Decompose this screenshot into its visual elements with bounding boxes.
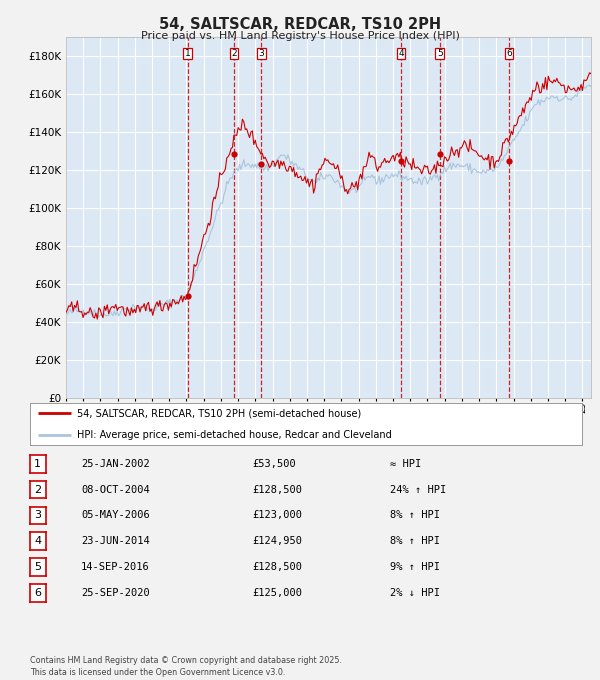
Text: Contains HM Land Registry data © Crown copyright and database right 2025.
This d: Contains HM Land Registry data © Crown c… (30, 656, 342, 677)
Text: 8% ↑ HPI: 8% ↑ HPI (390, 511, 440, 520)
Text: 2: 2 (34, 485, 41, 494)
Text: 25-JAN-2002: 25-JAN-2002 (81, 459, 150, 469)
Text: £123,000: £123,000 (252, 511, 302, 520)
Text: 2: 2 (232, 49, 237, 58)
Text: 1: 1 (34, 459, 41, 469)
Text: 6: 6 (34, 588, 41, 598)
Text: HPI: Average price, semi-detached house, Redcar and Cleveland: HPI: Average price, semi-detached house,… (77, 430, 392, 440)
Text: 4: 4 (398, 49, 404, 58)
Text: 54, SALTSCAR, REDCAR, TS10 2PH: 54, SALTSCAR, REDCAR, TS10 2PH (159, 17, 441, 32)
Text: 05-MAY-2006: 05-MAY-2006 (81, 511, 150, 520)
Text: £124,950: £124,950 (252, 537, 302, 546)
Text: 24% ↑ HPI: 24% ↑ HPI (390, 485, 446, 494)
Text: 14-SEP-2016: 14-SEP-2016 (81, 562, 150, 572)
Text: 25-SEP-2020: 25-SEP-2020 (81, 588, 150, 598)
Text: 8% ↑ HPI: 8% ↑ HPI (390, 537, 440, 546)
Text: ≈ HPI: ≈ HPI (390, 459, 421, 469)
Text: 4: 4 (34, 537, 41, 546)
Text: 1: 1 (185, 49, 191, 58)
Text: £125,000: £125,000 (252, 588, 302, 598)
Text: 2% ↓ HPI: 2% ↓ HPI (390, 588, 440, 598)
Text: 5: 5 (34, 562, 41, 572)
Text: 08-OCT-2004: 08-OCT-2004 (81, 485, 150, 494)
Text: 54, SALTSCAR, REDCAR, TS10 2PH (semi-detached house): 54, SALTSCAR, REDCAR, TS10 2PH (semi-det… (77, 408, 361, 418)
Text: 9% ↑ HPI: 9% ↑ HPI (390, 562, 440, 572)
Text: 23-JUN-2014: 23-JUN-2014 (81, 537, 150, 546)
Text: 6: 6 (506, 49, 512, 58)
Text: £128,500: £128,500 (252, 562, 302, 572)
Text: 3: 3 (34, 511, 41, 520)
Text: £128,500: £128,500 (252, 485, 302, 494)
Text: 5: 5 (437, 49, 443, 58)
Text: Price paid vs. HM Land Registry's House Price Index (HPI): Price paid vs. HM Land Registry's House … (140, 31, 460, 41)
Text: 3: 3 (259, 49, 264, 58)
Text: £53,500: £53,500 (252, 459, 296, 469)
